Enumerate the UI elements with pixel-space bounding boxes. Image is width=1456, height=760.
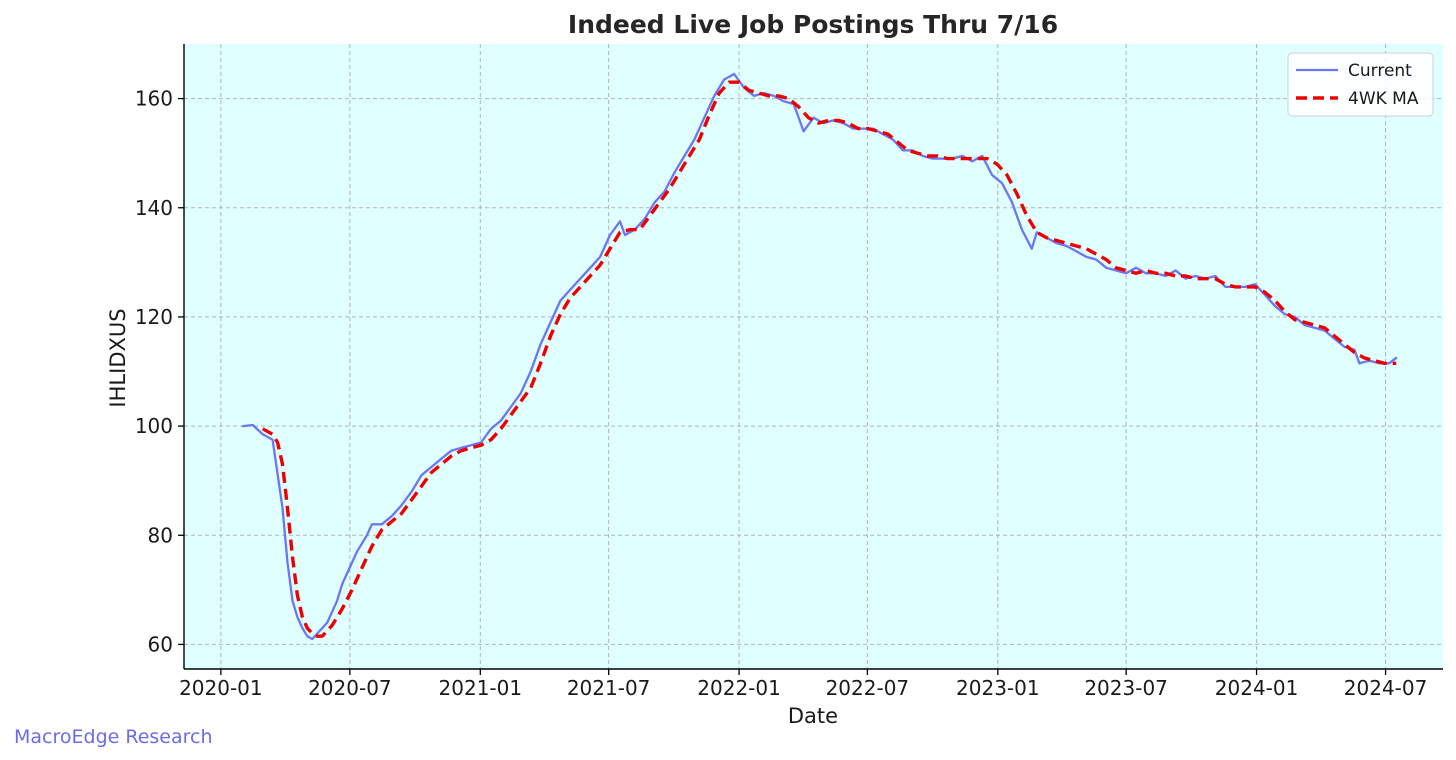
y-axis-ticks: 60 80 100 120 140 160 (135, 87, 184, 656)
x-axis-ticks: 2020-01 2020-07 2021-01 2021-07 2022-01 2022-… (179, 669, 1427, 700)
x-tick-label: 2024-07 (1344, 676, 1428, 700)
x-tick-label: 2021-07 (567, 676, 651, 700)
legend-label: 4WK MA (1348, 89, 1419, 109)
chart-title: Indeed Live Job Postings Thru 7/16 (568, 10, 1058, 39)
y-axis-label: IHLIDXUS (106, 308, 130, 407)
x-tick-label: 2023-07 (1084, 676, 1168, 700)
plot-area (184, 44, 1443, 669)
x-tick-label: 2021-01 (439, 676, 523, 700)
series-line-4wk-ma (261, 80, 1397, 638)
y-tick-label: 140 (135, 196, 173, 220)
y-tick-label: 100 (135, 414, 173, 438)
y-tick-label: 80 (148, 523, 173, 547)
x-axis-label: Date (788, 704, 838, 728)
y-tick-label: 60 (148, 632, 173, 656)
x-tick-label: 2024-01 (1215, 676, 1299, 700)
series-line-current (241, 72, 1398, 641)
legend: Current 4WK MA (1287, 52, 1434, 117)
watermark: MacroEdge Research (14, 726, 213, 748)
x-tick-label: 2022-07 (826, 676, 910, 700)
y-tick-label: 120 (135, 305, 173, 329)
x-tick-label: 2022-01 (697, 676, 781, 700)
x-tick-label: 2020-07 (308, 676, 392, 700)
legend-box (1287, 52, 1434, 117)
y-tick-label: 160 (135, 87, 173, 111)
axes (183, 44, 1443, 670)
legend-label: Current (1348, 61, 1412, 81)
x-tick-label: 2023-01 (956, 676, 1040, 700)
series-lines (241, 72, 1398, 641)
x-tick-label: 2020-01 (179, 676, 263, 700)
